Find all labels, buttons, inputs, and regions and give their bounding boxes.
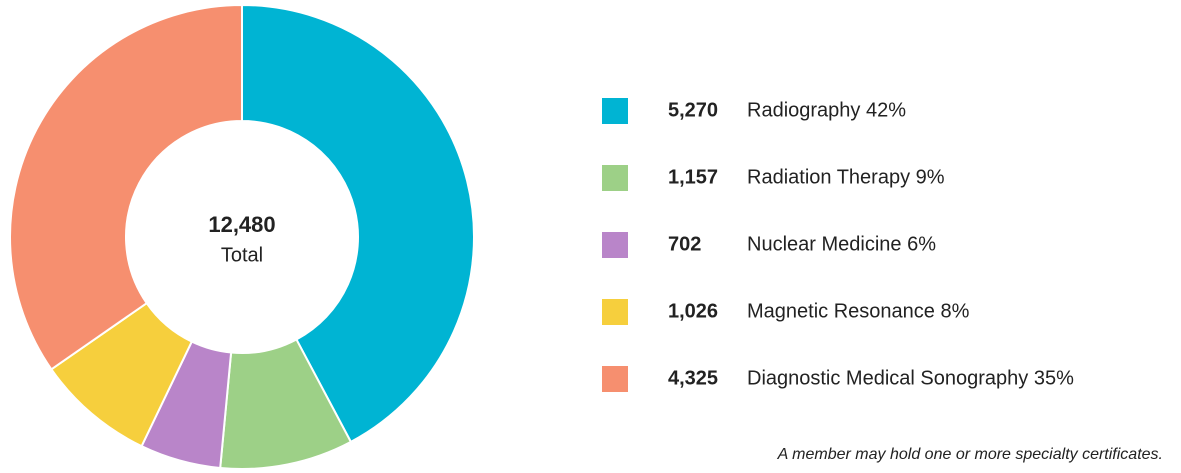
footnote: A member may hold one or more specialty … <box>777 446 1163 463</box>
legend-value: 5,270 <box>668 99 718 121</box>
legend-swatch <box>602 299 628 325</box>
legend-value: 1,157 <box>668 166 718 188</box>
legend-value: 4,325 <box>668 367 718 389</box>
legend-label: Radiography 42% <box>747 99 906 121</box>
total-value: 12,480 <box>208 212 275 237</box>
legend-label: Diagnostic Medical Sonography 35% <box>747 367 1074 389</box>
legend-value: 1,026 <box>668 300 718 322</box>
legend-swatch <box>602 232 628 258</box>
legend-swatch <box>602 366 628 392</box>
legend-label: Nuclear Medicine 6% <box>747 233 936 255</box>
legend-label: Magnetic Resonance 8% <box>747 300 970 322</box>
donut-slice <box>241 3 475 444</box>
donut-slice <box>9 3 243 371</box>
legend-swatch <box>602 98 628 124</box>
total-caption: Total <box>221 244 263 266</box>
legend-swatch <box>602 165 628 191</box>
legend-label: Radiation Therapy 9% <box>747 166 945 188</box>
legend-value: 702 <box>668 233 701 255</box>
